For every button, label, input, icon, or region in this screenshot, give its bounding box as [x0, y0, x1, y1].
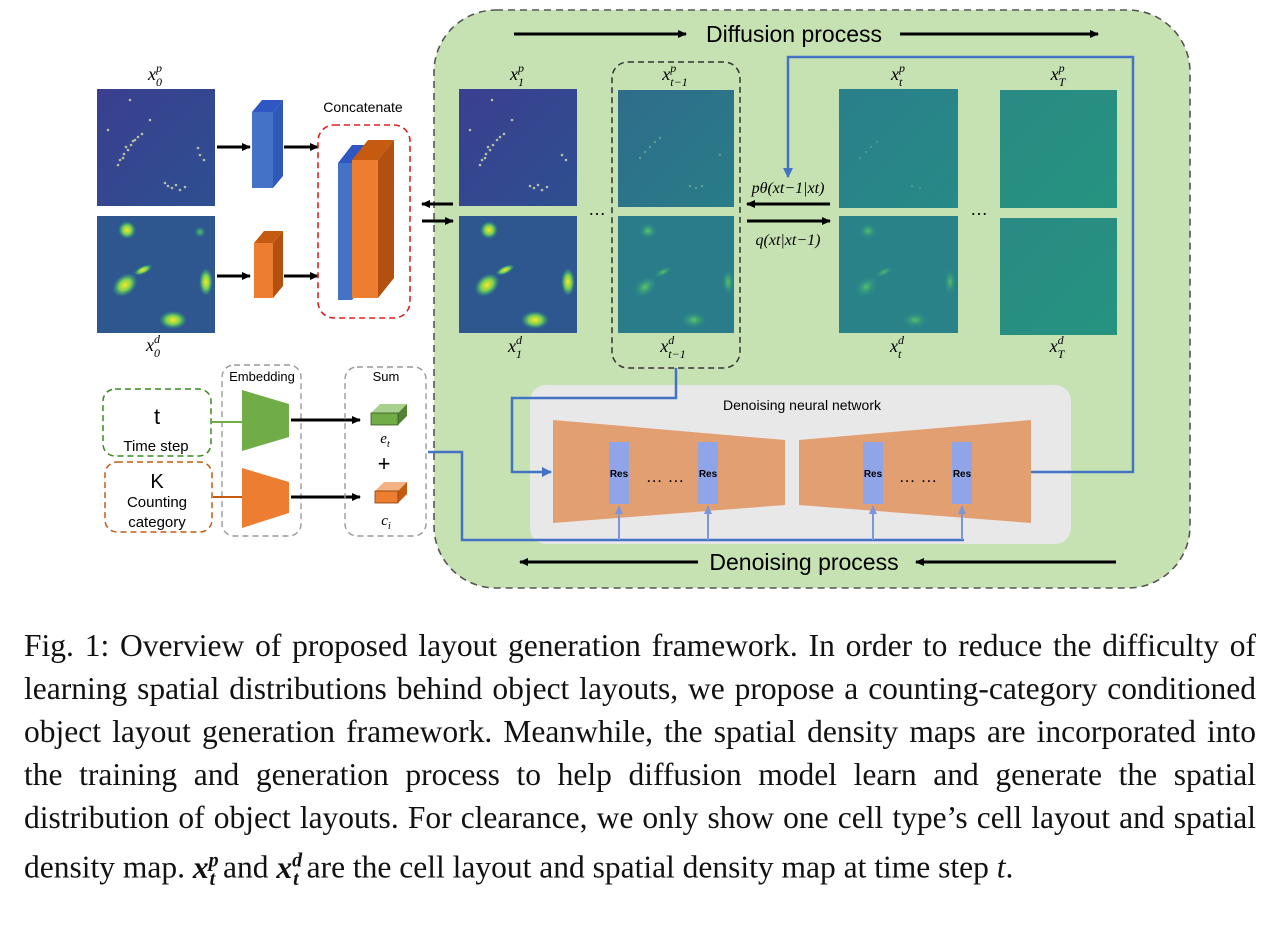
density-map-xT — [1000, 218, 1117, 335]
label-xt-minus-1-p: xp t−1 — [661, 61, 687, 89]
concatenated-features — [338, 140, 394, 300]
time-step-symbol: t — [154, 404, 160, 429]
svg-text:Res: Res — [864, 469, 883, 480]
label-xtd: xd t — [889, 333, 905, 361]
label-xTd: xd T — [1049, 333, 1066, 361]
counting-symbol: K — [150, 471, 164, 493]
encoder-orange — [254, 231, 283, 298]
forward-transition-formula: q(xt|xt−1) — [756, 232, 821, 249]
density-map-x0 — [97, 216, 215, 333]
caption-body: Overview of proposed layout generation f… — [24, 628, 1257, 885]
label-xTp: xp T — [1050, 61, 1067, 89]
caption-end: . — [1005, 849, 1014, 885]
diffusion-process-label: Diffusion process — [706, 21, 882, 47]
symbol-xtp: xpt — [192, 849, 219, 890]
res-ellipsis-left: … … — [646, 467, 685, 486]
res-block-2: Res — [698, 442, 718, 504]
label-x1p: xp 1 — [509, 61, 524, 89]
svg-text:Res: Res — [699, 469, 718, 480]
time-embedding-vector — [370, 404, 407, 426]
caption-t: t — [996, 849, 1006, 885]
counting-label-1: Counting — [127, 494, 187, 511]
ellipsis-right: … — [970, 199, 988, 219]
svg-text:Res: Res — [953, 469, 972, 480]
time-step-box — [102, 388, 212, 457]
encoder-blue — [252, 100, 283, 188]
counting-label-2: category — [128, 514, 186, 531]
concatenate-box — [317, 124, 411, 319]
cell-layout-map-x1 — [459, 89, 577, 206]
cell-layout-map-x0 — [97, 89, 215, 206]
time-step-label: Time step — [123, 438, 188, 455]
time-embedding-block — [242, 390, 289, 451]
reverse-transition-formula: pθ(xt−1|xt) — [751, 180, 825, 197]
label-xtp: xp t — [890, 61, 905, 89]
label-x1d: xd 1 — [507, 333, 523, 361]
network-output-loop-arrow — [783, 55, 1135, 474]
caption-tail: are the cell layout and spatial density … — [306, 849, 989, 885]
denoising-process-label: Denoising process — [709, 549, 898, 575]
count-embedding-vector — [374, 482, 407, 504]
embedding-label: Embedding — [229, 369, 295, 384]
res-ellipsis-right: … … — [899, 467, 938, 486]
label-ci: ci — [381, 513, 391, 532]
framework-diagram: Diffusion process Denoising process xp 0 … — [97, 9, 1191, 589]
label-x0d: xd 0 — [145, 332, 161, 360]
concatenate-label: Concatenate — [323, 99, 403, 115]
plus-sign: + — [378, 451, 391, 476]
xt-minus-1-to-network-arrow — [510, 368, 678, 477]
decoder-trapezoid — [799, 420, 1031, 523]
cell-layout-map-xt — [839, 89, 958, 208]
caption-and: and — [223, 849, 269, 885]
cell-layout-map-xT — [1000, 90, 1117, 208]
counting-category-box — [104, 461, 213, 533]
symbol-xtd: xdt — [276, 849, 303, 890]
svg-text:Res: Res — [610, 469, 629, 480]
density-map-xt — [839, 216, 958, 333]
density-map-xt-minus-1 — [618, 216, 734, 333]
ellipsis-left: … — [588, 199, 606, 219]
figure-label: Fig. 1: — [24, 628, 110, 663]
density-map-x1 — [459, 216, 577, 333]
label-xt-minus-1-d: xd t−1 — [659, 333, 685, 361]
res-block-1: Res — [609, 442, 629, 504]
cell-layout-map-xt-minus-1 — [618, 90, 734, 207]
figure-caption: Fig. 1: Overview of proposed layout gene… — [24, 624, 1256, 901]
label-x0p: xp 0 — [147, 61, 162, 89]
sum-label: Sum — [373, 369, 400, 384]
denoising-network-label: Denoising neural network — [723, 397, 882, 413]
label-et: et — [380, 431, 390, 450]
condition-to-network-line — [428, 450, 964, 542]
count-embedding-block — [242, 468, 289, 528]
res-block-4: Res — [952, 442, 972, 504]
res-block-3: Res — [863, 442, 883, 504]
